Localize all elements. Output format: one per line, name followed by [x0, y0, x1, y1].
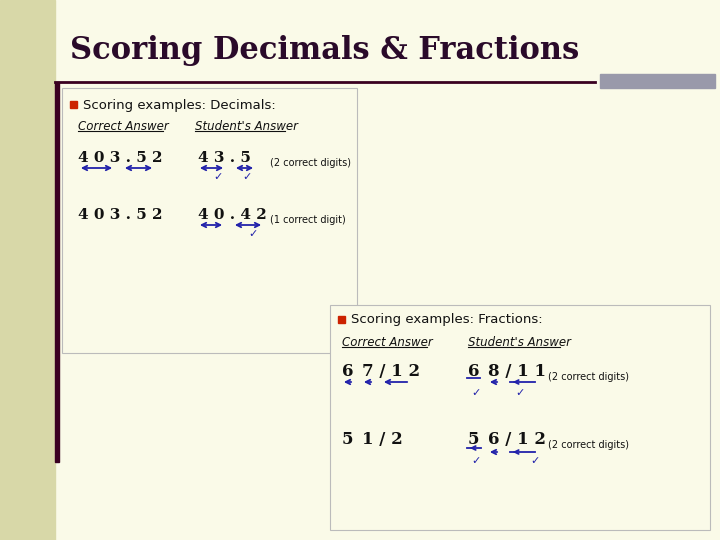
Text: ✓: ✓ [471, 456, 480, 466]
Text: 4 0 3 . 5 2: 4 0 3 . 5 2 [78, 208, 163, 222]
FancyBboxPatch shape [330, 305, 710, 530]
Bar [0, 0, 55, 540]
Text: 5: 5 [468, 431, 480, 449]
Text: Correct Answer: Correct Answer [342, 336, 433, 349]
Text: 5: 5 [342, 431, 354, 449]
Text: ✓: ✓ [530, 456, 539, 466]
Text: ✓: ✓ [471, 388, 480, 398]
Text: 6: 6 [468, 363, 480, 381]
Text: ✓: ✓ [515, 388, 524, 398]
Text: ✓: ✓ [248, 229, 257, 239]
Bar [600, 74, 715, 88]
Text: (2 correct digits): (2 correct digits) [270, 158, 351, 168]
Text: (1 correct digit): (1 correct digit) [270, 215, 346, 225]
Text: 4 0 . 4 2: 4 0 . 4 2 [198, 208, 266, 222]
Text: Scoring Decimals & Fractions: Scoring Decimals & Fractions [70, 35, 580, 65]
FancyBboxPatch shape [62, 88, 357, 353]
Text: 6 / 1 2: 6 / 1 2 [488, 431, 546, 449]
Bar [55, 82, 59, 462]
Text: 8 / 1 1: 8 / 1 1 [488, 363, 546, 381]
Text: (2 correct digits): (2 correct digits) [548, 372, 629, 382]
Bar [70, 101, 77, 108]
Text: Correct Answer: Correct Answer [78, 120, 168, 133]
Text: 4 0 3 . 5 2: 4 0 3 . 5 2 [78, 151, 163, 165]
Text: 7 / 1 2: 7 / 1 2 [362, 363, 420, 381]
Bar [338, 316, 345, 323]
Text: ✓: ✓ [213, 172, 222, 182]
Text: 1 / 2: 1 / 2 [362, 431, 402, 449]
Text: 4 3 . 5: 4 3 . 5 [198, 151, 251, 165]
Text: Student's Answer: Student's Answer [468, 336, 571, 349]
Text: Scoring examples: Decimals:: Scoring examples: Decimals: [83, 98, 276, 111]
Text: Student's Answer: Student's Answer [195, 120, 298, 133]
Text: Scoring examples: Fractions:: Scoring examples: Fractions: [351, 314, 543, 327]
Text: 6: 6 [342, 363, 354, 381]
Text: ✓: ✓ [242, 172, 251, 182]
Text: (2 correct digits): (2 correct digits) [548, 440, 629, 450]
